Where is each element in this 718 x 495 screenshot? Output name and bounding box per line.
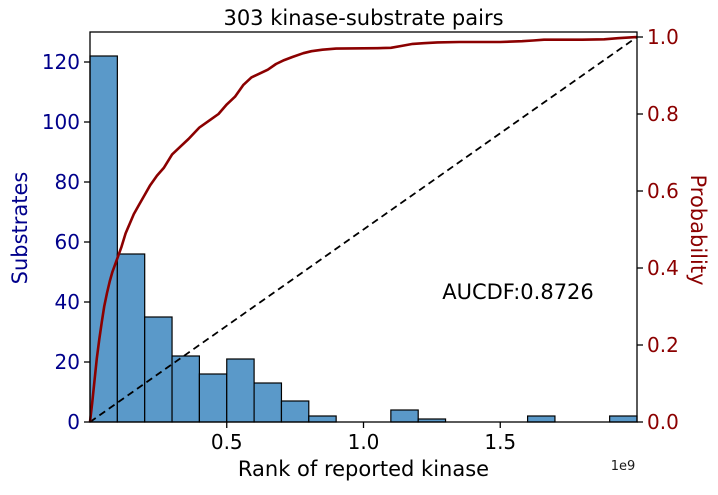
histogram-bar bbox=[226, 358, 255, 423]
chart-title: 303 kinase-substrate pairs bbox=[223, 6, 504, 30]
y-right-tick-label: 0.0 bbox=[647, 410, 679, 434]
x-axis-label: Rank of reported kinase bbox=[237, 457, 490, 481]
y-left-tick-label: 120 bbox=[42, 50, 80, 74]
y-left-tick-label: 100 bbox=[42, 110, 80, 134]
aucdf-annotation: AUCDF:0.8726 bbox=[442, 280, 594, 304]
histogram-bar bbox=[89, 55, 118, 423]
histogram-bar bbox=[390, 409, 419, 423]
histogram-bar bbox=[609, 415, 638, 423]
histogram-bar bbox=[171, 355, 201, 423]
x-tick-label: 1.0 bbox=[348, 430, 380, 454]
diagonal-reference-line bbox=[89, 36, 638, 423]
histogram-bar bbox=[116, 253, 146, 423]
y-left-tick-label: 0 bbox=[67, 410, 80, 434]
histogram-bar bbox=[144, 316, 173, 423]
x-tick-label: 0.5 bbox=[211, 430, 243, 454]
y-right-tick-label: 0.2 bbox=[647, 333, 679, 357]
y-left-tick-label: 60 bbox=[55, 230, 80, 254]
x-axis-offset-text: 1e9 bbox=[610, 459, 636, 474]
y-left-tick-label: 80 bbox=[55, 170, 80, 194]
histogram-bar bbox=[253, 382, 283, 423]
histogram-bar bbox=[280, 400, 310, 423]
histogram-bar bbox=[308, 415, 337, 423]
y-right-tick-label: 0.8 bbox=[647, 102, 679, 126]
y-right-tick-label: 1.0 bbox=[647, 25, 679, 49]
y-left-tick-label: 40 bbox=[55, 290, 80, 314]
y-right-tick-label: 0.4 bbox=[647, 256, 679, 280]
histogram-bar bbox=[526, 415, 556, 423]
y-right-tick-label: 0.6 bbox=[647, 179, 679, 203]
x-tick-label: 1.5 bbox=[484, 430, 516, 454]
y-left-tick-label: 20 bbox=[55, 350, 80, 374]
histogram-bar bbox=[198, 373, 228, 423]
cdf-line bbox=[88, 35, 638, 423]
